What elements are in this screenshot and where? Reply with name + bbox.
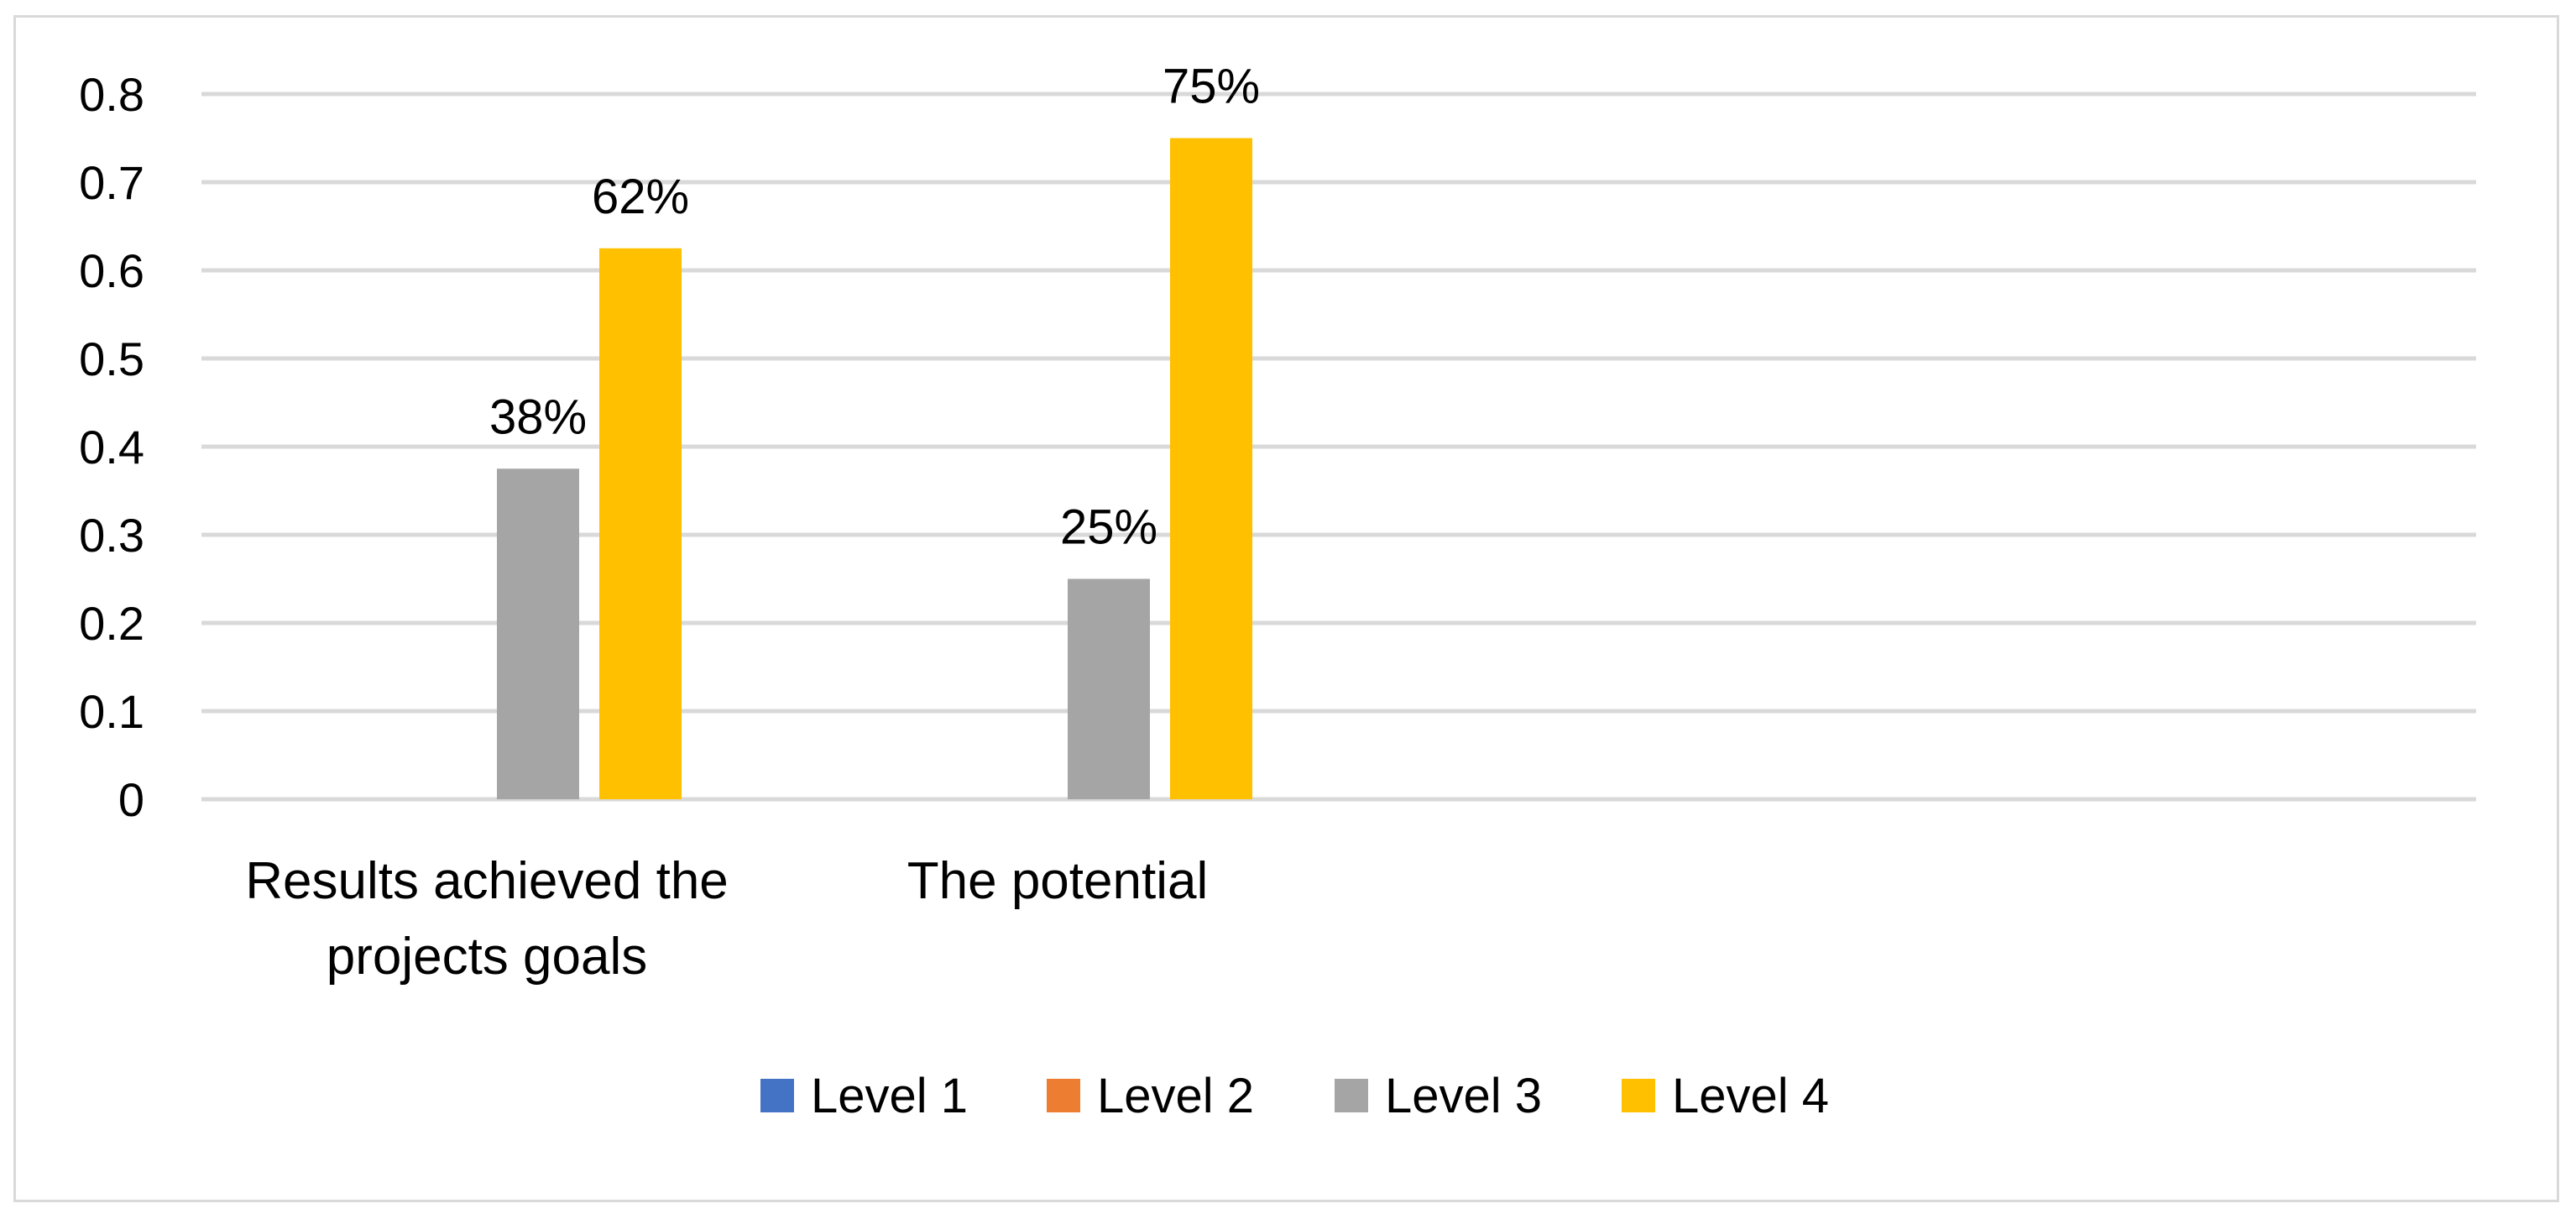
y-tick-label: 0.3 xyxy=(79,509,144,562)
data-labels: 38% 62% 25% 75% xyxy=(489,60,1260,555)
y-tick-label: 0.2 xyxy=(79,597,144,650)
y-tick-label: 0.4 xyxy=(79,421,144,473)
data-label: 75% xyxy=(1163,60,1260,114)
bar-level-4-cat-0 xyxy=(599,248,682,799)
bars xyxy=(497,138,1252,799)
y-tick-label: 0.5 xyxy=(79,332,144,385)
legend-label: Level 3 xyxy=(1385,1069,1542,1123)
bar-level-3-cat-0 xyxy=(497,468,579,799)
legend-label: Level 2 xyxy=(1097,1069,1254,1123)
legend: Level 1 Level 2 Level 3 Level 4 xyxy=(760,1069,1829,1123)
legend-swatch-level-4 xyxy=(1622,1079,1655,1112)
legend-swatch-level-2 xyxy=(1047,1079,1080,1112)
chart-frame xyxy=(13,15,2559,1202)
data-label: 62% xyxy=(592,170,689,224)
y-tick-label: 0.6 xyxy=(79,244,144,297)
bar-level-4-cat-1 xyxy=(1170,138,1252,799)
y-tick-label: 0.7 xyxy=(79,156,144,209)
bar-level-3-cat-1 xyxy=(1068,578,1150,799)
gridlines xyxy=(201,92,2476,802)
legend-label: Level 1 xyxy=(811,1069,968,1123)
category-label: The potential xyxy=(907,852,1208,910)
legend-label: Level 4 xyxy=(1672,1069,1829,1123)
data-label: 38% xyxy=(489,390,587,444)
y-axis-tick-labels: 0 0.1 0.2 0.3 0.4 0.5 0.6 0.7 0.8 xyxy=(79,68,144,826)
category-label: projects goals xyxy=(327,928,648,986)
y-tick-label: 0.1 xyxy=(79,685,144,738)
y-tick-label: 0 xyxy=(118,773,144,826)
y-tick-label: 0.8 xyxy=(79,68,144,121)
category-label: Results achieved the xyxy=(245,852,729,910)
category-labels: Results achieved the projects goals The po… xyxy=(245,852,1208,986)
legend-swatch-level-1 xyxy=(760,1079,794,1112)
data-label: 25% xyxy=(1060,500,1157,555)
legend-swatch-level-3 xyxy=(1335,1079,1368,1112)
